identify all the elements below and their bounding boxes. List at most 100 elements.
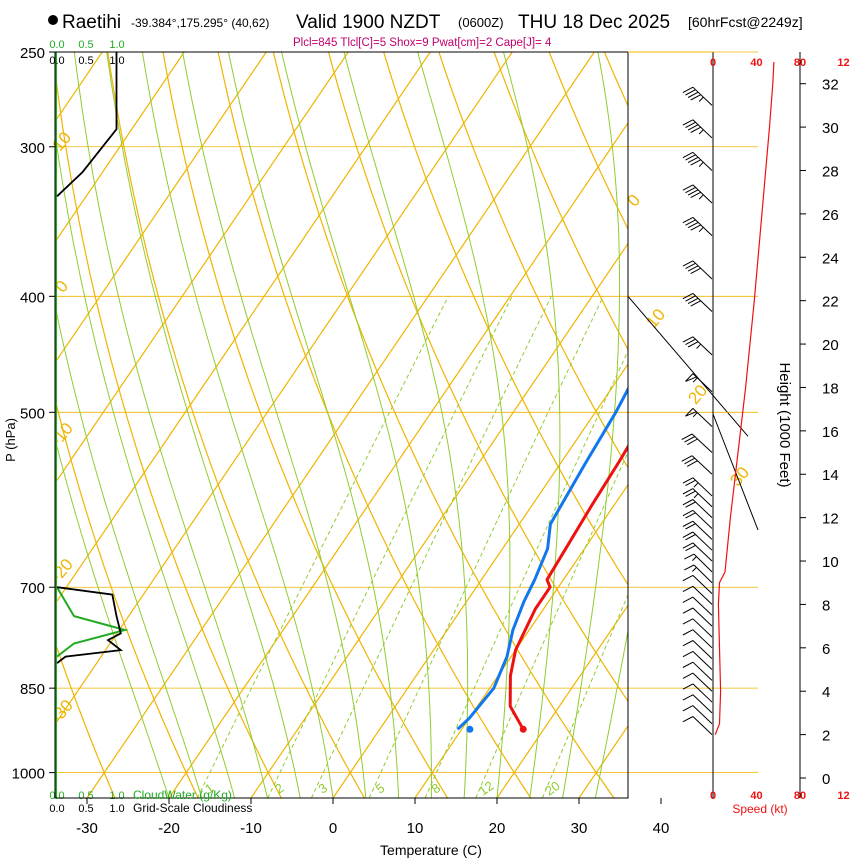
moist-adiabat-line <box>55 436 170 798</box>
cloudiness-bottom-tick: 0.5 <box>78 803 93 815</box>
height-tick-label: 32 <box>822 77 839 94</box>
wind-barb <box>685 408 713 427</box>
moist-adiabat-line <box>343 52 469 798</box>
temperature-profile <box>508 443 628 731</box>
moist-adiabat-line <box>502 52 561 798</box>
dewpoint-profile <box>456 386 628 731</box>
speed-top-tick-label: 12 <box>837 57 849 69</box>
cloud-water-label: CloudWater (g/Kg) <box>133 788 232 802</box>
dry-adiabat-line <box>217 52 532 798</box>
cloud-water-top-tick: 1.0 <box>109 39 124 51</box>
forecast-label: [60hrFcst@2249z] <box>688 14 803 30</box>
wind-barb <box>682 86 713 106</box>
surface-dewpoint-marker <box>466 725 474 733</box>
speed-top-tick-label: 80 <box>794 57 806 69</box>
speed-axis-label: Speed (kt) <box>732 802 787 816</box>
cloud-water-bottom-tick: 1.0 <box>109 790 124 802</box>
cloud-water-top-tick: 0.0 <box>49 39 64 51</box>
x-tick-label: 20 <box>489 820 506 837</box>
wind-barb <box>681 455 713 475</box>
isotherm-line <box>86 52 595 798</box>
wind-barb <box>682 184 713 204</box>
mixing-ratio-line <box>310 296 552 798</box>
wind-barb <box>682 574 713 594</box>
dry-adiabat-lines <box>55 52 628 798</box>
surface-temperature-marker <box>519 725 527 733</box>
dry-adiabat-line <box>272 52 615 798</box>
y-tick-label: 250 <box>20 45 45 62</box>
cloudiness-top-tick: 1.0 <box>109 55 124 67</box>
wind-barb <box>682 585 713 605</box>
wind-barb <box>682 629 713 649</box>
x-tick-label: 10 <box>407 820 424 837</box>
wind-barb <box>682 596 713 616</box>
dry-adiabat-line <box>55 640 116 798</box>
speed-bottom-tick-label: 0 <box>710 790 716 802</box>
valid-date: THU 18 Dec 2025 <box>518 12 670 33</box>
wind-barb <box>682 477 713 497</box>
wind-barb <box>684 553 713 573</box>
wind-barb <box>682 151 713 171</box>
isotherm-label: -10 <box>47 419 77 450</box>
cloudiness-bottom-tick: 0.0 <box>49 803 64 815</box>
wind-barb <box>682 542 713 562</box>
ridge-line <box>627 295 749 437</box>
moist-adiabat-line <box>73 52 268 798</box>
moist-adiabat-line <box>627 796 628 798</box>
dry-adiabat-line <box>327 52 628 703</box>
mixing-ratio-line <box>368 296 604 798</box>
wind-barb <box>682 499 713 518</box>
speed-top-tick-label: 0 <box>710 57 716 69</box>
cloudiness-label: Grid-Scale Cloudiness <box>133 801 252 815</box>
wind-barb <box>682 531 713 551</box>
height-tick-label: 20 <box>822 337 839 354</box>
x-axis-label: Temperature (C) <box>380 842 482 858</box>
isotherm-line <box>496 604 628 798</box>
mixing-ratio-label: 3 <box>315 780 330 796</box>
moist-adiabat-line <box>55 130 236 798</box>
height-tick-label: 30 <box>822 120 839 137</box>
height-tick-label: 16 <box>822 424 839 441</box>
x-tick-label: 40 <box>653 820 670 837</box>
moist-adiabat-line <box>55 303 203 798</box>
wind-barb <box>682 607 713 627</box>
plot-area <box>55 52 628 798</box>
isotherm-label: 30 <box>726 463 753 490</box>
dry-adiabat-line <box>603 52 628 108</box>
moist-adiabat-line <box>417 52 511 798</box>
speed-top-tick-label: 40 <box>750 57 762 69</box>
wind-barb <box>682 509 713 529</box>
height-tick-label: 26 <box>822 207 839 224</box>
cloud-water-bottom-tick: 0.5 <box>78 790 93 802</box>
height-tick-label: 14 <box>822 467 839 484</box>
mixing-ratio-label: 12 <box>476 778 496 799</box>
wind-barb <box>682 336 713 356</box>
dry-adiabat-line <box>438 52 628 469</box>
mixing-ratio-label: 8 <box>429 780 444 796</box>
isotherm-label: 0 <box>623 191 644 210</box>
x-tick-label: -20 <box>158 820 180 837</box>
isotherm-label: -30 <box>47 696 77 727</box>
moist-adiabat-lines <box>55 52 628 798</box>
sounding-profiles <box>456 386 628 733</box>
valid-utc: (0600Z) <box>458 15 504 30</box>
mixing-ratio-line <box>475 450 628 798</box>
height-tick-label: 2 <box>822 728 830 745</box>
dry-adiabat-line <box>55 396 199 798</box>
y-tick-label: 500 <box>20 405 45 422</box>
isotherm-line <box>332 363 628 798</box>
wind-barb <box>682 716 713 735</box>
wind-barb <box>682 640 713 660</box>
moist-adiabat-line <box>106 52 301 798</box>
mixing-ratio-line <box>424 349 628 798</box>
cloud-water-profile <box>56 586 129 658</box>
isotherm-line <box>55 52 267 364</box>
height-tick-label: 4 <box>822 684 830 701</box>
mixing-ratio-line <box>196 296 449 798</box>
height-tick-label: 24 <box>822 250 839 267</box>
wind-panel <box>627 51 775 798</box>
dry-adiabat-line <box>162 52 449 798</box>
x-tick-label: -10 <box>240 820 262 837</box>
isotherm-line <box>55 52 513 726</box>
